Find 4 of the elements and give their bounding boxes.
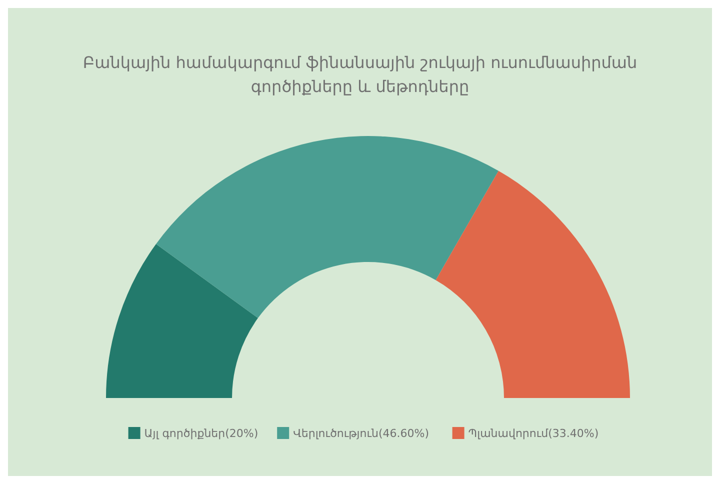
legend-label: Այլ գործիքներ(20%): [144, 427, 258, 440]
legend-label: Պլանավորում(33.40%): [468, 427, 599, 440]
legend-label: Վերլուծություն(46.60%): [293, 427, 430, 440]
chart-title: Բանկային համակարգում ֆինանսային շուկայի ուսումնասիրման գործիքները և մեթոդները: [82, 53, 638, 96]
